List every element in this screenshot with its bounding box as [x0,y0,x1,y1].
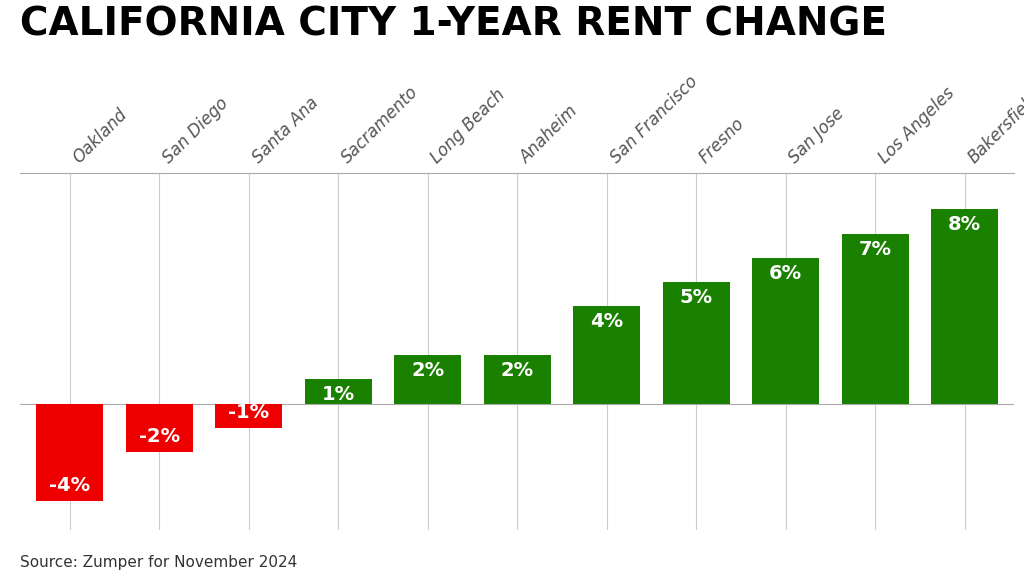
Bar [304,380,372,404]
Text: 2%: 2% [411,361,444,380]
Text: Santa Ana: Santa Ana [249,94,322,167]
Bar [36,404,103,501]
Text: 4%: 4% [590,313,624,332]
Text: Oakland: Oakland [70,105,131,167]
Bar [126,404,193,452]
Text: CALIFORNIA CITY 1-YEAR RENT CHANGE: CALIFORNIA CITY 1-YEAR RENT CHANGE [20,6,888,44]
Bar [215,404,283,428]
Bar [483,355,551,404]
Text: Source: Zumper for November 2024: Source: Zumper for November 2024 [20,555,298,570]
Bar [573,306,640,404]
Text: -4%: -4% [49,476,90,495]
Text: -2%: -2% [138,427,180,446]
Text: 5%: 5% [680,288,713,307]
Text: Los Angeles: Los Angeles [876,84,958,167]
Bar [842,233,908,404]
Text: Fresno: Fresno [696,115,749,167]
Text: Bakersfield: Bakersfield [965,89,1024,167]
Bar [663,282,730,404]
Text: San Francisco: San Francisco [606,73,700,167]
Text: -1%: -1% [228,403,269,422]
Text: 8%: 8% [948,215,981,234]
Text: 6%: 6% [769,264,802,283]
Text: 1%: 1% [322,385,354,404]
Text: Long Beach: Long Beach [428,86,509,167]
Text: San Diego: San Diego [159,94,231,167]
Text: San Jose: San Jose [785,105,848,167]
Text: Anaheim: Anaheim [517,102,582,167]
Text: 2%: 2% [501,361,534,380]
Bar [931,209,998,404]
Text: 7%: 7% [858,240,892,259]
Bar [394,355,461,404]
Text: Sacramento: Sacramento [338,83,422,167]
Bar [752,258,819,404]
